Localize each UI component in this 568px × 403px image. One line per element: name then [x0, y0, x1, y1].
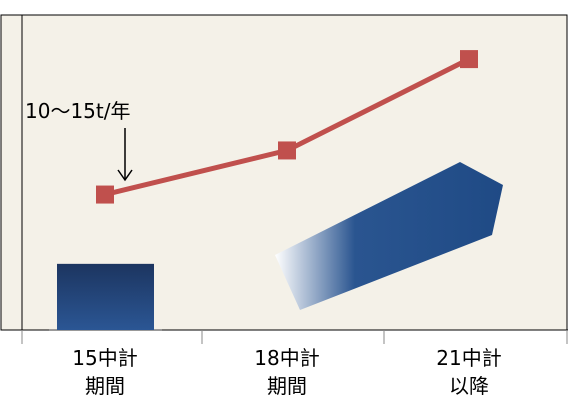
- marker: [460, 50, 478, 69]
- x-tick-label: 18中計期間: [254, 346, 319, 398]
- marker: [278, 141, 296, 160]
- annotation-arrowhead: [117, 169, 133, 182]
- x-tick-label: 21中計以降: [436, 346, 501, 398]
- x-tick-label: 15中計期間: [72, 346, 137, 398]
- growth-arrow: [275, 162, 503, 310]
- annotation: 10〜15t/年: [25, 99, 130, 123]
- marker: [96, 185, 114, 204]
- bar: [57, 263, 154, 330]
